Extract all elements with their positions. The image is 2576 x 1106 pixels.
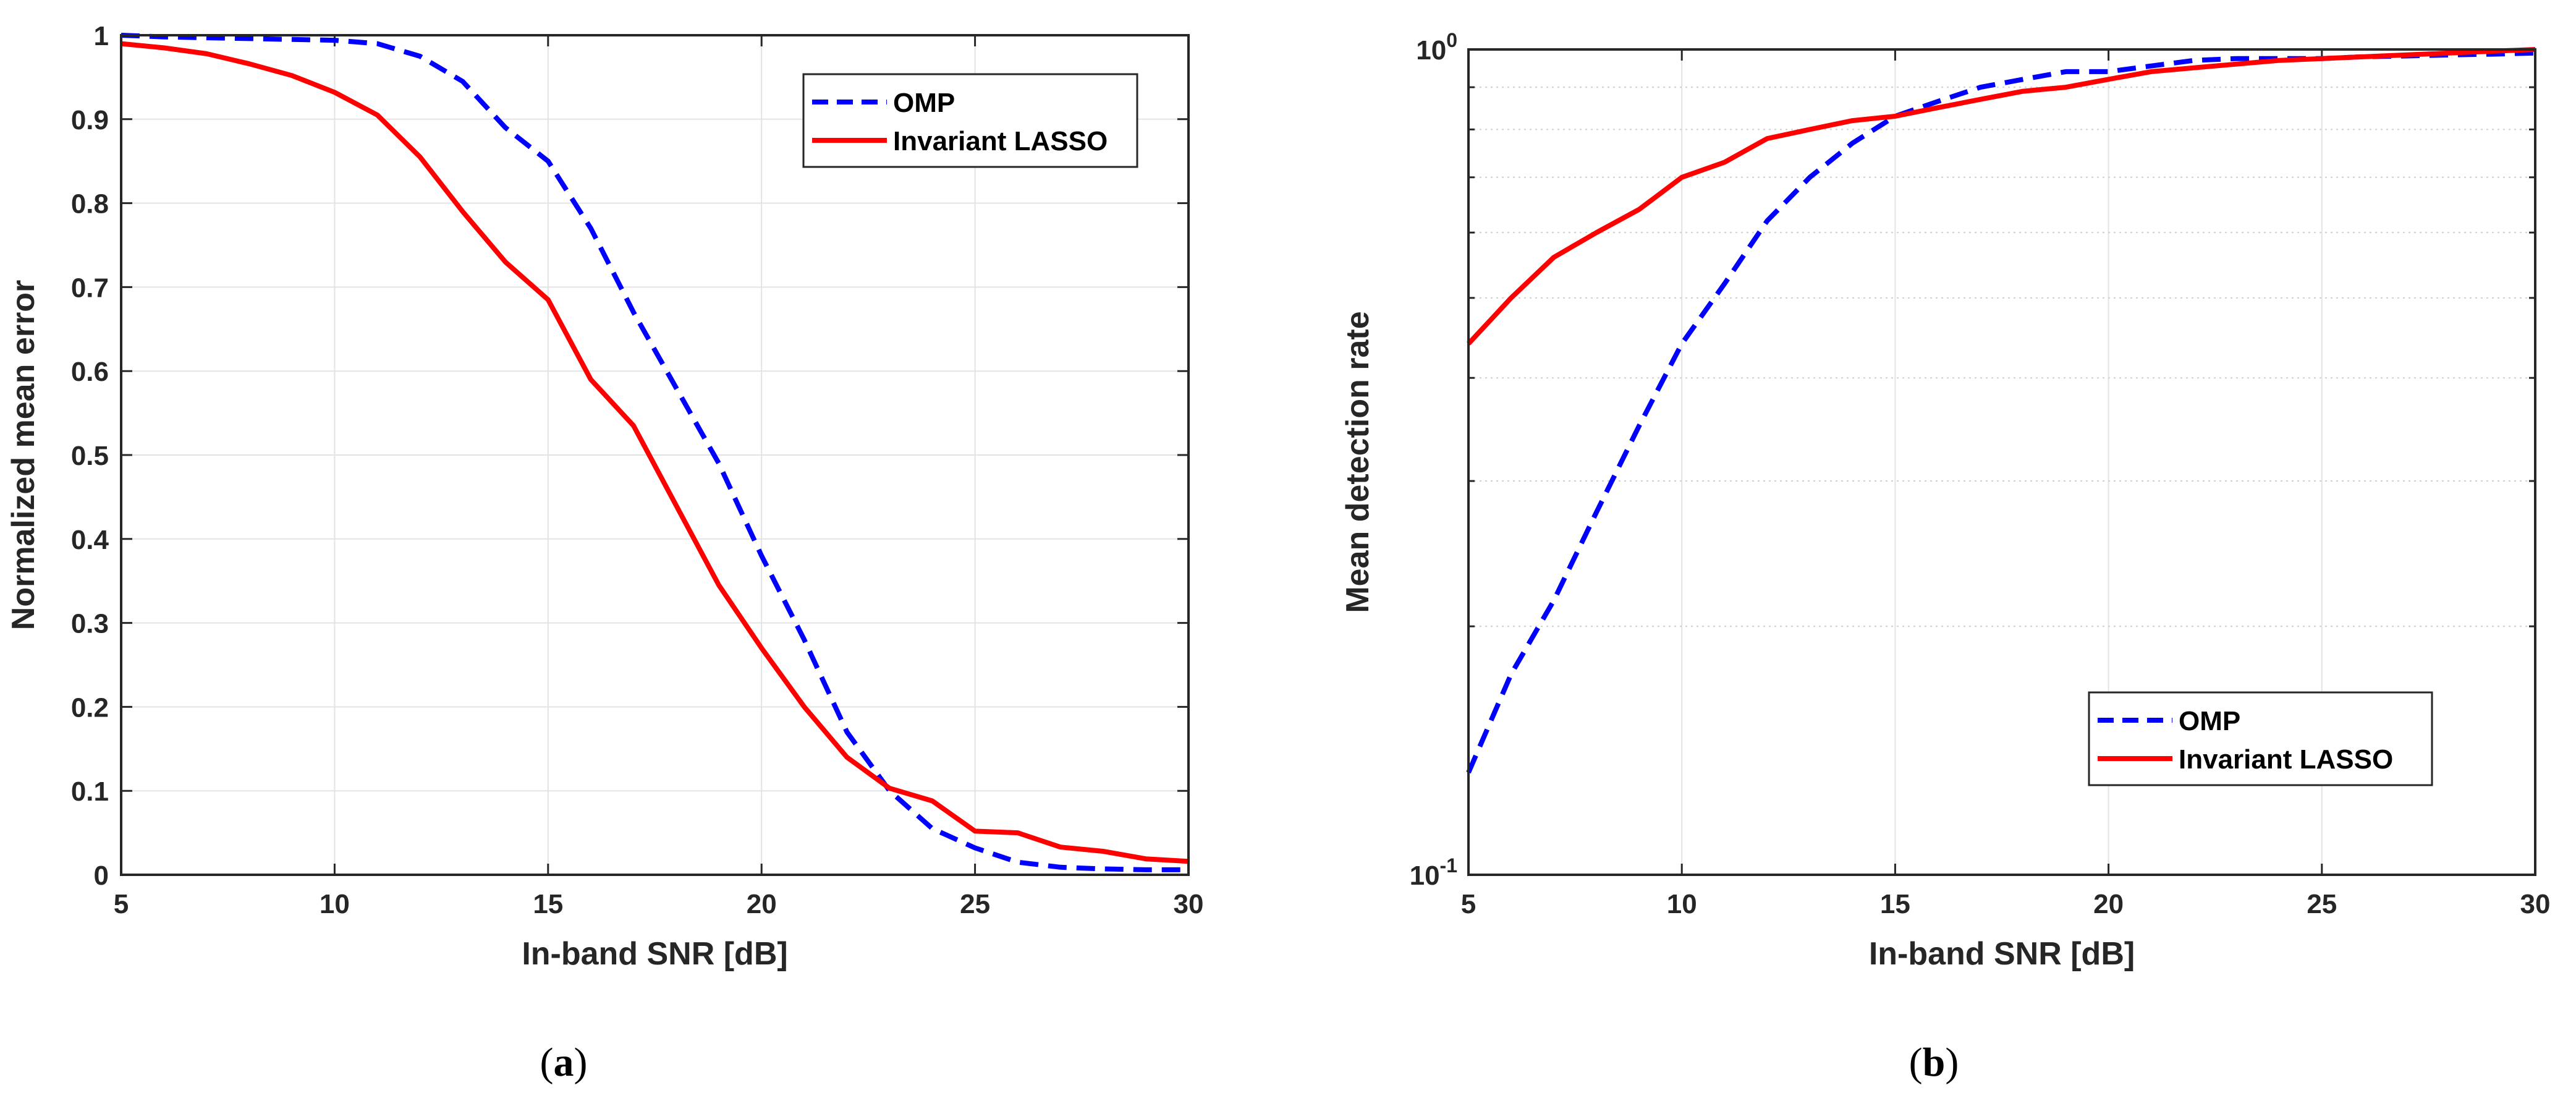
y-tick-label: 0.4 bbox=[71, 525, 109, 555]
legend-label: Invariant LASSO bbox=[893, 126, 1108, 156]
panel-caption: (a) bbox=[540, 1040, 588, 1085]
axes-frame bbox=[120, 34, 1190, 876]
legend: OMP Invariant LASSO bbox=[2088, 691, 2433, 786]
x-tick-label: 10 bbox=[320, 889, 350, 919]
legend-label: OMP bbox=[2179, 706, 2240, 736]
x-tick-label: 25 bbox=[2307, 889, 2337, 919]
x-tick-label: 15 bbox=[533, 889, 563, 919]
y-axis-label: Mean detection rate bbox=[1340, 311, 1376, 613]
x-tick-label: 15 bbox=[1880, 889, 1910, 919]
x-axis-label: In-band SNR [dB] bbox=[522, 936, 787, 972]
y-tick-label: 0 bbox=[94, 861, 109, 891]
chart-panel-a: 5 10 15 20 25 30 0 0.1 0.2 0.3 0.4 0.5 0.6 0.7 0.8 0.9 1… bbox=[6, 21, 1203, 1085]
x-tick-label: 25 bbox=[960, 889, 990, 919]
x-axis-label: In-band SNR [dB] bbox=[1869, 936, 2135, 972]
y-tick-label: 0.7 bbox=[71, 273, 109, 303]
legend: OMP Invariant LASSO bbox=[802, 73, 1138, 168]
x-tick-label: 5 bbox=[1461, 889, 1476, 919]
y-tick-label: 0.5 bbox=[71, 441, 109, 471]
x-tick-label: 20 bbox=[2093, 889, 2124, 919]
x-tick-label: 30 bbox=[2520, 889, 2551, 919]
legend-label: Invariant LASSO bbox=[2179, 744, 2393, 775]
x-tick-label: 20 bbox=[747, 889, 777, 919]
x-tick-label: 5 bbox=[114, 889, 129, 919]
y-tick-label: 0.3 bbox=[71, 609, 109, 639]
axes-frame bbox=[1467, 48, 2536, 876]
x-tick-label: 30 bbox=[1174, 889, 1204, 919]
y-tick-label: 100 bbox=[1416, 29, 1457, 66]
y-tick-label: 0.9 bbox=[71, 105, 109, 135]
legend-box bbox=[802, 73, 1138, 168]
legend-label: OMP bbox=[893, 88, 955, 118]
chart-panel-b: 5 10 15 20 25 30 10-1 100 In-band SNR [dB] Mean d… bbox=[1340, 29, 2550, 1085]
y-tick-label: 10-1 bbox=[1410, 854, 1457, 891]
series-line-invariant-lasso bbox=[121, 41, 1189, 864]
y-tick-label: 0.6 bbox=[71, 357, 109, 387]
y-tick-label: 0.2 bbox=[71, 692, 109, 723]
y-axis-label: Normalized mean error bbox=[6, 280, 41, 630]
series-line-omp bbox=[121, 33, 1188, 872]
series-line-invariant-lasso bbox=[1467, 47, 2536, 346]
legend-box bbox=[2088, 691, 2433, 786]
y-tick-label: 1 bbox=[94, 21, 109, 51]
panel-caption: (b) bbox=[1909, 1040, 1959, 1085]
y-tick-label: 0.8 bbox=[71, 189, 109, 219]
y-tick-label: 0.1 bbox=[71, 776, 109, 807]
x-tick-label: 10 bbox=[1667, 889, 1697, 919]
